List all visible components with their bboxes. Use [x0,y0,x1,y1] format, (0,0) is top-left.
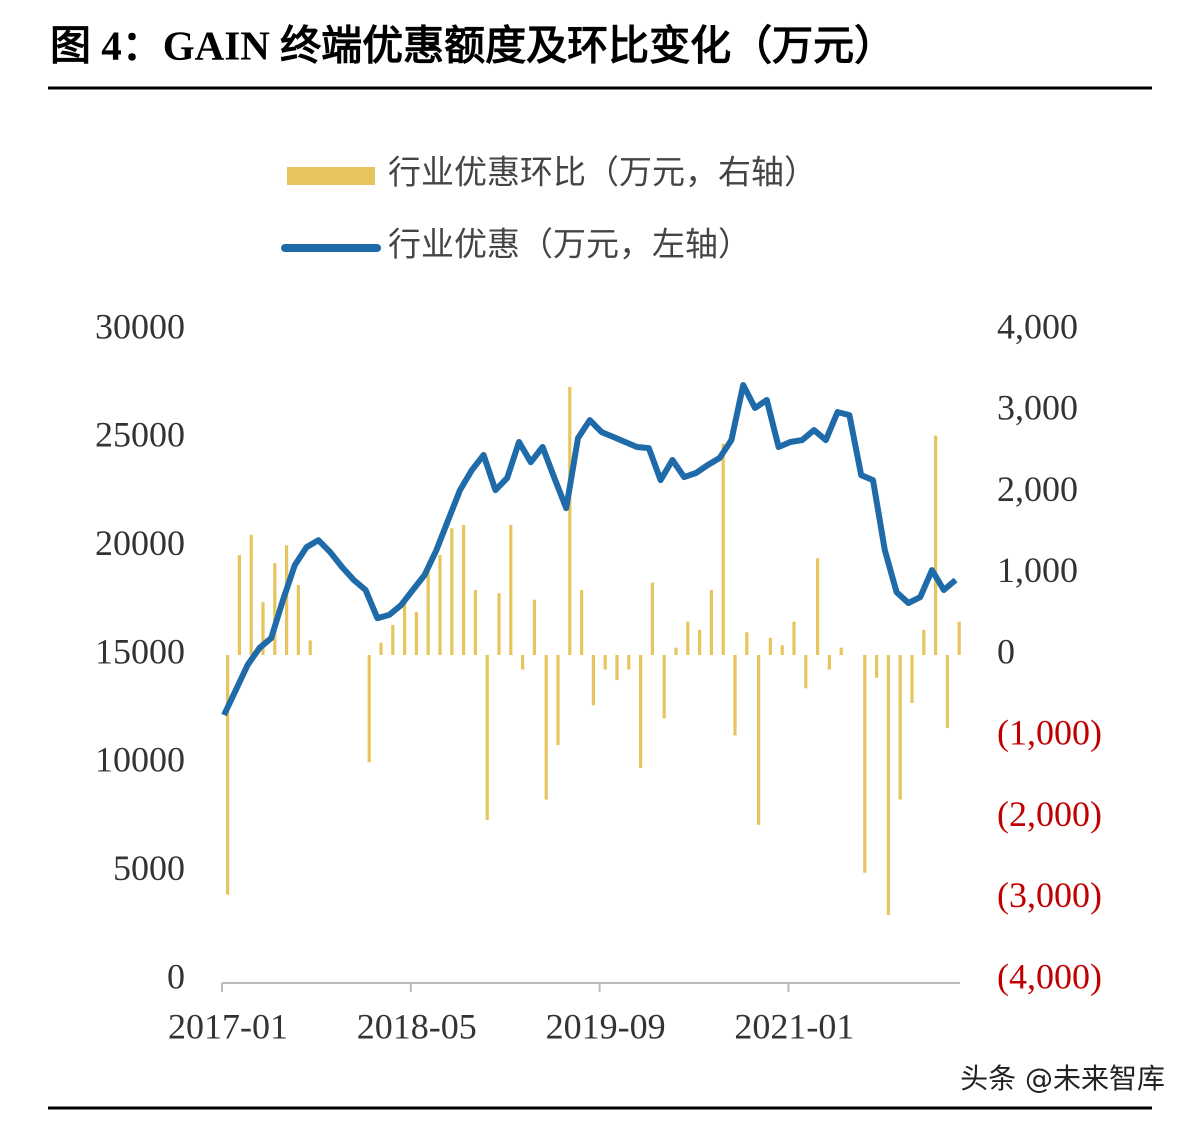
bar [674,647,678,655]
y-tick-label: 30000 [95,306,185,346]
bar [568,386,572,655]
legend-swatch [287,167,375,185]
x-tick-label: 2019-09 [546,1006,666,1046]
bar [934,435,938,655]
bar [591,655,595,706]
bar [910,655,914,703]
bar [261,602,265,655]
y-tick-label: 20000 [95,523,185,563]
bar [816,558,820,655]
bar [957,621,961,655]
y2-tick-label: (2,000) [997,794,1102,834]
bar [249,534,253,655]
bar [521,655,525,670]
x-tick-label: 2018-05 [357,1006,477,1046]
bar [662,655,666,719]
bar [580,590,584,655]
bar [473,590,477,655]
bar [639,655,643,768]
bar [532,599,536,655]
y-tick-label: 0 [167,956,185,996]
bar [462,525,466,655]
bar [485,655,489,820]
bar [768,637,772,655]
bar [603,655,607,670]
y2-tick-label: 1,000 [997,550,1078,590]
y2-tick-label: 3,000 [997,388,1078,428]
bar [863,655,867,873]
bar [438,555,442,655]
bar [780,645,784,655]
y-tick-label: 25000 [95,415,185,455]
bar [403,599,407,655]
bar [839,647,843,655]
bar [733,655,737,736]
bar [804,655,808,689]
bar [426,568,430,655]
watermark: 头条 @未来智库 [960,1062,1165,1095]
bar [945,655,949,729]
bar [226,655,230,895]
y2-tick-label: (4,000) [997,956,1102,996]
bar [273,563,277,655]
bar [509,525,513,655]
y-tick-label: 15000 [95,631,185,671]
bar [544,655,548,800]
x-tick-label: 2017-01 [168,1006,288,1046]
bar [922,629,926,655]
bar [627,655,631,670]
bar [391,624,395,655]
bar [721,443,725,655]
y-tick-label: 10000 [95,740,185,780]
bar [698,629,702,655]
bar [285,545,289,655]
bar [686,621,690,655]
bar [497,593,501,655]
bar [886,655,890,915]
bar [745,632,749,655]
legend-label: 行业优惠（万元，左轴） [388,227,751,264]
y2-tick-label: (1,000) [997,713,1102,753]
x-tick-label: 2021-01 [734,1006,854,1046]
bar [308,640,312,655]
bar [757,655,761,825]
bar [875,655,879,678]
chart-title: 图 4：GAIN 终端优惠额度及环比变化（万元） [50,22,895,68]
bar [367,655,371,763]
bar [827,655,831,670]
y2-tick-label: (3,000) [997,875,1102,915]
y2-tick-label: 4,000 [997,306,1078,346]
bar [615,655,619,681]
bar [414,611,418,655]
bar [709,590,713,655]
bar [296,585,300,655]
y2-tick-label: 2,000 [997,469,1078,509]
y2-tick-label: 0 [997,631,1015,671]
line [221,382,958,717]
bar [792,621,796,655]
bar [237,555,241,655]
bar [650,582,654,655]
legend-label: 行业优惠环比（万元，右轴） [388,155,817,192]
y-tick-label: 5000 [113,848,185,888]
bar [898,655,902,800]
bar [379,642,383,655]
bar [450,528,454,655]
bar [556,655,560,746]
